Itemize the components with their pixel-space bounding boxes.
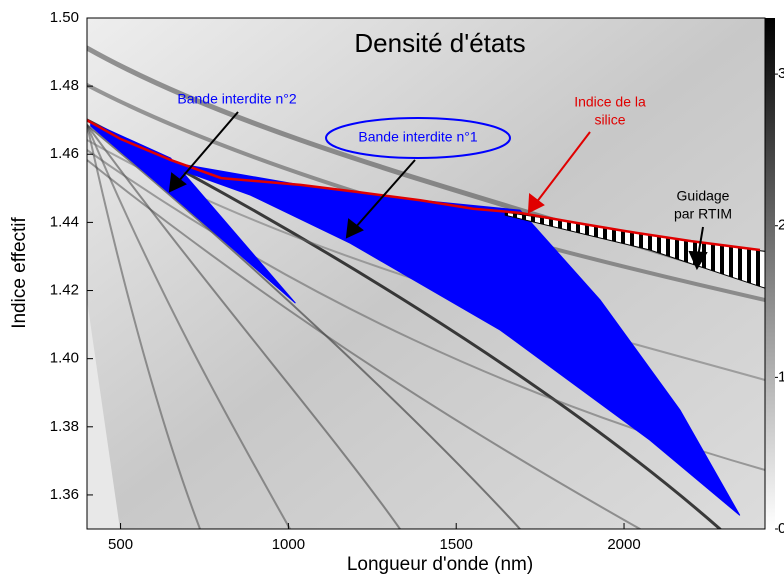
- colorbar-tick-label: 1: [778, 368, 784, 385]
- chart-title: Densité d'états: [354, 28, 525, 58]
- annotation-ellipse: [325, 117, 511, 159]
- y-tick-label: 1.46: [50, 145, 79, 162]
- annotation: Bande interdite n°2: [177, 91, 296, 107]
- y-tick-label: 1.50: [50, 9, 79, 26]
- colorbar-tick-label: 2: [778, 217, 784, 234]
- annotation: par RTIM: [674, 206, 732, 222]
- annotations: Bande interdite n°2 Bande interdite n°1 In…: [168, 91, 732, 271]
- x-tick-label: 500: [108, 536, 133, 553]
- annotation: Bande interdite n°1: [358, 129, 477, 145]
- arrow-silica: [527, 131, 591, 214]
- y-tick-label: 1.38: [50, 418, 79, 435]
- annotation: Indice de la: [574, 94, 646, 110]
- y-tick-label: 1.36: [50, 486, 79, 503]
- colorbar-tick-label: 3: [778, 65, 784, 82]
- x-tick-label: 1500: [440, 536, 473, 553]
- band-gap: [90, 121, 296, 304]
- y-tick-label: 1.40: [50, 350, 79, 367]
- x-tick-label: 2000: [607, 536, 640, 553]
- x-tick-label: 1000: [272, 536, 305, 553]
- colorbar: [765, 18, 775, 529]
- y-tick-label: 1.44: [50, 213, 79, 230]
- colorbar-tick-label: 0: [778, 520, 784, 537]
- y-tick-label: 1.48: [50, 77, 79, 94]
- y-axis-label: Indice effectif: [9, 216, 30, 328]
- x-axis-label: Longueur d'onde (nm): [347, 554, 533, 575]
- arrows: [168, 111, 708, 271]
- y-tick-label: 1.42: [50, 282, 79, 299]
- silica-line: [86, 119, 761, 252]
- plot-frame: [86, 17, 766, 530]
- annotation: Guidage: [677, 188, 730, 204]
- annotation: silice: [594, 112, 625, 128]
